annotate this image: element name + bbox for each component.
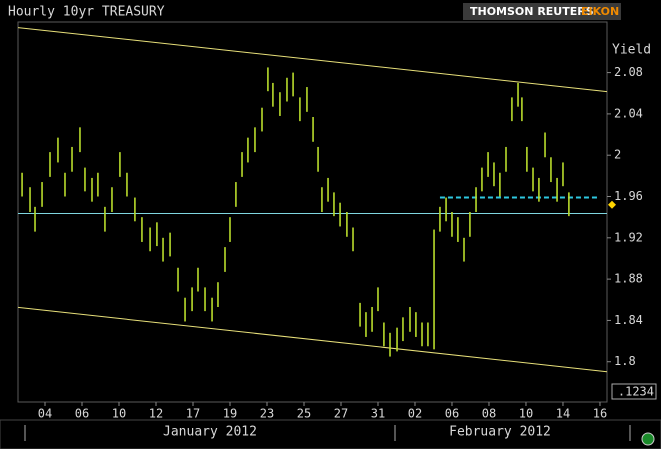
decimal-text: .1234 bbox=[618, 385, 654, 399]
y-tick-label: 1.88 bbox=[614, 272, 643, 286]
y-tick-label: 2.08 bbox=[614, 65, 643, 79]
status-icon[interactable] bbox=[641, 432, 655, 446]
brand-box bbox=[463, 3, 621, 20]
chart-title: Hourly 10yr TREASURY bbox=[8, 5, 165, 20]
x-tick-label: 04 bbox=[38, 407, 52, 421]
x-tick-label: 14 bbox=[556, 407, 570, 421]
brand: THOMSON REUTERS bbox=[470, 5, 594, 18]
y-axis-label: Yield bbox=[612, 43, 651, 58]
x-tick-label: 06 bbox=[445, 407, 459, 421]
y-tick-label: 2.04 bbox=[614, 106, 643, 120]
y-tick-label: 2 bbox=[614, 148, 621, 162]
x-tick-label: 25 bbox=[297, 407, 311, 421]
last-value-marker bbox=[608, 200, 616, 209]
x-tick-label: 08 bbox=[482, 407, 496, 421]
x-tick-label: 12 bbox=[149, 407, 163, 421]
x-tick-label: 19 bbox=[223, 407, 237, 421]
plot-frame bbox=[17, 21, 608, 403]
month-label: January 2012 bbox=[163, 425, 257, 440]
x-tick-label: 23 bbox=[260, 407, 274, 421]
overlay-line bbox=[17, 306, 608, 373]
x-tick-label: 27 bbox=[334, 407, 348, 421]
x-tick-label: 06 bbox=[75, 407, 89, 421]
x-tick-label: 10 bbox=[519, 407, 533, 421]
x-tick-label: 02 bbox=[408, 407, 422, 421]
overlay-line bbox=[17, 27, 608, 93]
x-tick-label: 10 bbox=[112, 407, 126, 421]
month-strip bbox=[0, 419, 661, 449]
x-tick-label: 31 bbox=[371, 407, 385, 421]
brand-accent: EIKON bbox=[581, 5, 619, 18]
y-tick-label: 1.96 bbox=[614, 189, 643, 203]
decimal-box[interactable] bbox=[611, 383, 657, 400]
y-tick-label: 1.84 bbox=[614, 313, 643, 327]
y-tick-label: 1.92 bbox=[614, 230, 643, 244]
x-tick-label: 17 bbox=[186, 407, 200, 421]
month-label: February 2012 bbox=[449, 425, 551, 440]
x-tick-label: 16 bbox=[593, 407, 607, 421]
y-tick-label: 1.8 bbox=[614, 354, 636, 368]
